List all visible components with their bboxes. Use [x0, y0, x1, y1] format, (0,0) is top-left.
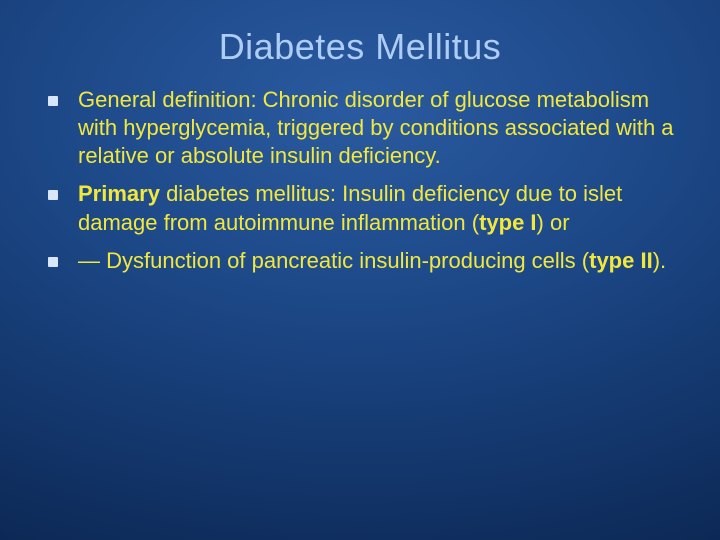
bullet-text-run: ) or: [537, 210, 570, 235]
bullet-item: — Dysfunction of pancreatic insulin-prod…: [40, 247, 680, 275]
bullet-item: Primary diabetes mellitus: Insulin defic…: [40, 180, 680, 236]
slide: Diabetes Mellitus General definition: Ch…: [0, 0, 720, 540]
slide-body: General definition: Chronic disorder of …: [0, 86, 720, 275]
bullet-text-run: type I: [479, 210, 536, 235]
bullet-item: General definition: Chronic disorder of …: [40, 86, 680, 170]
bullet-text-run: ).: [653, 248, 666, 273]
bullet-list: General definition: Chronic disorder of …: [40, 86, 680, 275]
bullet-text-run: — Dysfunction of pancreatic insulin-prod…: [78, 248, 589, 273]
bullet-text-run: Primary: [78, 181, 160, 206]
bullet-text-run: type II: [589, 248, 653, 273]
slide-title: Diabetes Mellitus: [0, 0, 720, 86]
bullet-text-run: General definition: Chronic disorder of …: [78, 87, 674, 168]
